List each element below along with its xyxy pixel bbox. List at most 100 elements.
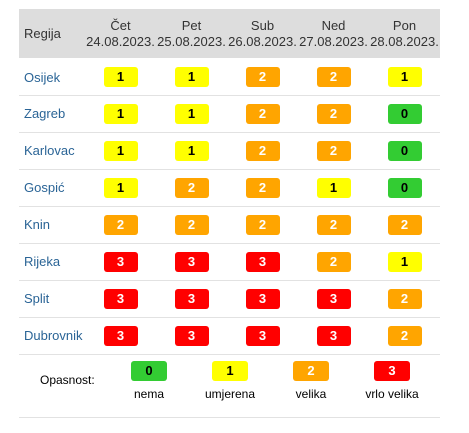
danger-cell: 1: [85, 95, 156, 132]
danger-cell: 3: [156, 243, 227, 280]
day-column-header: Čet 24.08.2023.: [85, 9, 156, 58]
danger-level-badge: 2: [387, 288, 422, 309]
danger-level-badge: 1: [103, 103, 138, 124]
legend-caption: nema: [133, 386, 165, 401]
danger-level-badge: 2: [245, 103, 280, 124]
table-row: Split 3 3 3 3 2: [19, 280, 440, 317]
day-column-header: Pet 25.08.2023.: [156, 9, 227, 58]
region-link[interactable]: Dubrovnik: [24, 328, 83, 343]
table-row: Zagreb 1 1 2 2 0: [19, 95, 440, 132]
danger-cell: 3: [85, 280, 156, 317]
danger-level-badge: 2: [316, 251, 351, 272]
legend-item-none: 0 nema: [109, 360, 189, 401]
danger-level-badge: 0: [387, 177, 422, 198]
fire-danger-table: Regija Čet 24.08.2023. Pet 25.08.2023. Sub…: [19, 9, 440, 355]
danger-cell: 1: [85, 58, 156, 95]
danger-level-badge: 1: [174, 67, 209, 88]
legend-caption: umjerena: [204, 386, 256, 401]
danger-level-badge: 3: [174, 251, 209, 272]
danger-level-badge: 1: [103, 177, 138, 198]
region-link[interactable]: Zagreb: [24, 106, 66, 121]
danger-cell: 0: [369, 132, 440, 169]
legend-label: Opasnost:: [40, 372, 95, 387]
danger-level-badge: 3: [245, 251, 280, 272]
danger-cell: 0: [369, 169, 440, 206]
danger-cell: 2: [298, 243, 369, 280]
region-link[interactable]: Knin: [24, 217, 51, 232]
danger-level-badge: 1: [103, 140, 138, 161]
danger-level-badge: 2: [245, 140, 280, 161]
danger-cell: 1: [369, 58, 440, 95]
danger-level-badge: 3: [245, 325, 280, 346]
danger-cell: 2: [369, 280, 440, 317]
region-link[interactable]: Split: [24, 291, 50, 306]
danger-cell: 2: [85, 206, 156, 243]
danger-cell: 3: [227, 317, 298, 354]
danger-cell: 2: [369, 206, 440, 243]
day-date: 28.08.2023.: [370, 33, 439, 49]
danger-cell: 1: [156, 132, 227, 169]
danger-cell: 2: [227, 58, 298, 95]
table-row: Knin 2 2 2 2 2: [19, 206, 440, 243]
danger-cell: 2: [227, 132, 298, 169]
danger-cell: 3: [85, 243, 156, 280]
danger-level-badge: 2: [245, 177, 280, 198]
table-row: Osijek 1 1 2 2 1: [19, 58, 440, 95]
region-link[interactable]: Rijeka: [24, 254, 61, 269]
danger-level-badge: 3: [316, 288, 351, 309]
fire-danger-widget: Regija Čet 24.08.2023. Pet 25.08.2023. Sub…: [19, 9, 440, 418]
danger-cell: 3: [298, 317, 369, 354]
legend-item-moderate: 1 umjerena: [190, 360, 270, 401]
day-date: 27.08.2023.: [299, 33, 368, 49]
danger-cell: 3: [227, 243, 298, 280]
danger-cell: 2: [298, 58, 369, 95]
danger-level-badge: 3: [103, 251, 138, 272]
table-row: Karlovac 1 1 2 2 0: [19, 132, 440, 169]
danger-level-badge: 1: [316, 177, 351, 198]
table-row: Dubrovnik 3 3 3 3 2: [19, 317, 440, 354]
region-link[interactable]: Gospić: [24, 180, 65, 195]
day-date: 24.08.2023.: [86, 33, 155, 49]
danger-cell: 3: [156, 280, 227, 317]
legend-badge: 1: [212, 360, 248, 381]
legend-badge: 3: [374, 360, 410, 381]
region-link[interactable]: Karlovac: [24, 143, 75, 158]
danger-level-badge: 3: [103, 288, 138, 309]
danger-level-badge: 2: [245, 67, 280, 88]
day-name: Sub: [250, 17, 275, 33]
danger-level-badge: 3: [103, 325, 138, 346]
danger-cell: 2: [227, 206, 298, 243]
danger-cell: 2: [227, 169, 298, 206]
danger-level-badge: 3: [174, 288, 209, 309]
danger-cell: 3: [85, 317, 156, 354]
fire-danger-table-body: Osijek 1 1 2 2 1 Zagreb 1 1 2 2 0 Karlovac 1 1 2 2 0 Gospi…: [19, 58, 440, 354]
danger-cell: 0: [369, 95, 440, 132]
danger-cell: 1: [156, 58, 227, 95]
danger-cell: 1: [298, 169, 369, 206]
danger-level-badge: 3: [245, 288, 280, 309]
day-date: 25.08.2023.: [157, 33, 226, 49]
danger-cell: 2: [298, 95, 369, 132]
danger-level-badge: 1: [387, 251, 422, 272]
day-name: Ned: [321, 17, 346, 33]
danger-level-badge: 2: [174, 214, 209, 235]
danger-level-badge: 2: [103, 214, 138, 235]
legend-badge: 2: [293, 360, 329, 381]
day-column-header: Ned 27.08.2023.: [298, 9, 369, 58]
day-column-header: Pon 28.08.2023.: [369, 9, 440, 58]
region-link[interactable]: Osijek: [24, 69, 61, 85]
day-name: Pet: [181, 17, 202, 33]
danger-level-badge: 2: [316, 214, 351, 235]
table-row: Rijeka 3 3 3 2 1: [19, 243, 440, 280]
danger-level-badge: 2: [387, 214, 422, 235]
danger-legend: Opasnost: 0 nema 1 umjerena 2 velika 3 v…: [19, 355, 440, 418]
legend-item-high: 2 velika: [271, 360, 351, 401]
danger-level-badge: 2: [316, 103, 351, 124]
danger-cell: 2: [369, 317, 440, 354]
legend-caption: vrlo velika: [365, 386, 419, 401]
danger-cell: 1: [85, 132, 156, 169]
danger-cell: 1: [369, 243, 440, 280]
danger-cell: 1: [85, 169, 156, 206]
table-row: Gospić 1 2 2 1 0: [19, 169, 440, 206]
danger-cell: 2: [227, 95, 298, 132]
